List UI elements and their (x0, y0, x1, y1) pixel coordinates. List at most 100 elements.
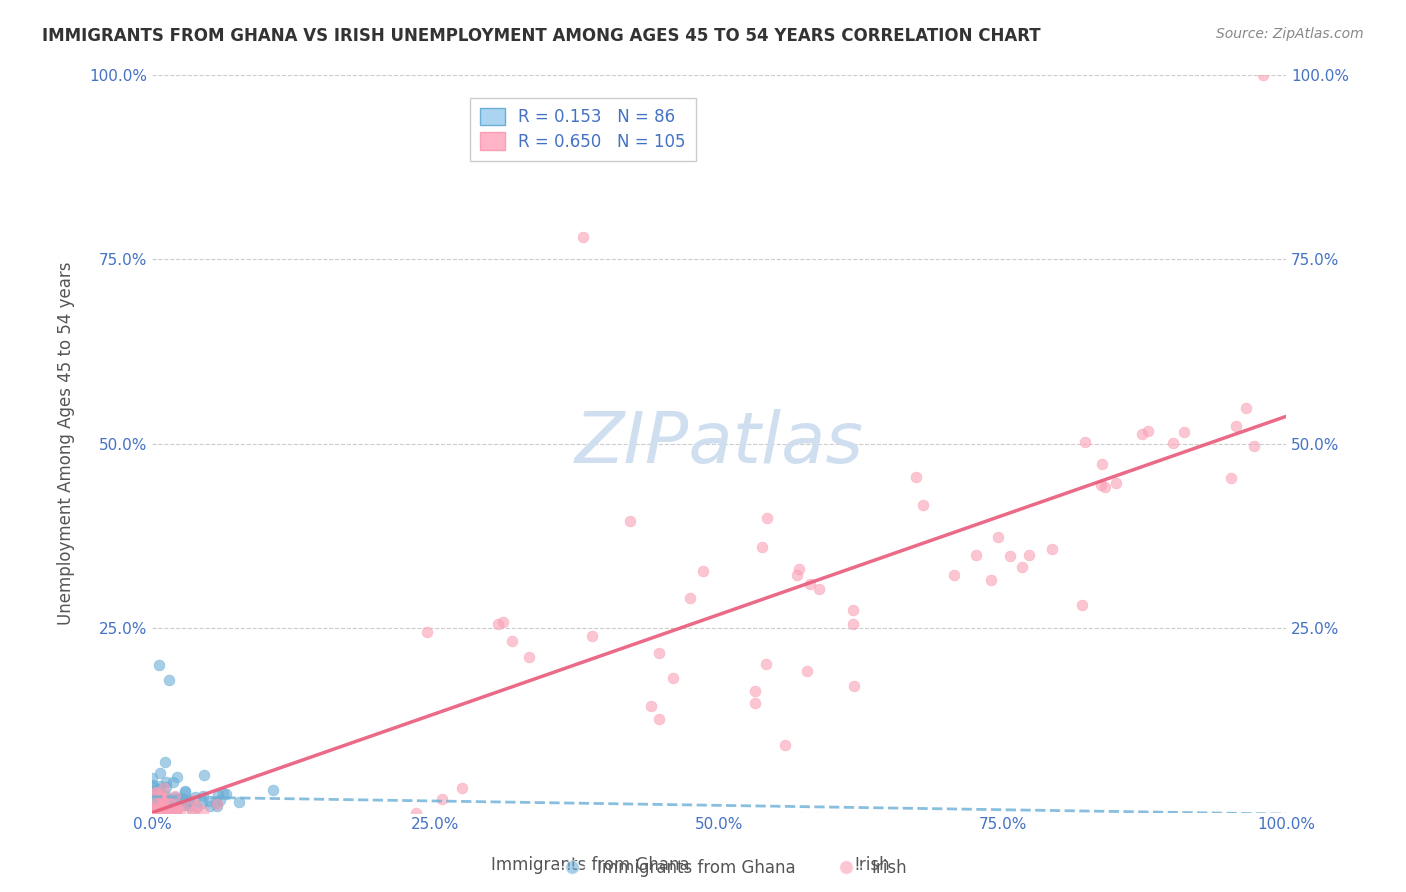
Point (146, 795, 169, 809)
Point (142, 789, 165, 803)
Point (1137, 424, 1160, 438)
Point (1105, 475, 1128, 490)
Point (165, 792, 187, 806)
Text: Immigrants from Ghana: Immigrants from Ghana (491, 856, 690, 874)
Point (451, 780, 474, 795)
Point (911, 499, 934, 513)
Point (170, 791, 193, 805)
Point (1243, 439, 1265, 453)
Point (141, 779, 163, 793)
Point (146, 782, 169, 797)
Point (155, 798, 177, 813)
Point (181, 804, 204, 818)
Point (844, 679, 866, 693)
Point (150, 803, 173, 817)
Point (1090, 478, 1112, 492)
Point (173, 784, 195, 798)
Point (142, 802, 165, 816)
Point (160, 805, 183, 819)
Point (165, 805, 187, 819)
Point (149, 805, 172, 820)
Point (142, 805, 165, 820)
Point (177, 793, 200, 807)
Point (150, 805, 173, 819)
Point (156, 799, 179, 814)
Point (1161, 435, 1184, 450)
Point (170, 792, 193, 806)
Point (155, 755, 177, 769)
Point (149, 797, 172, 812)
Point (141, 800, 163, 814)
Point (1234, 401, 1257, 416)
Point (159, 797, 181, 811)
Point (179, 799, 201, 814)
Point (142, 779, 165, 793)
Point (142, 800, 165, 814)
Point (965, 548, 987, 562)
Point (430, 791, 453, 805)
Point (150, 792, 173, 806)
Point (808, 582, 831, 597)
Point (145, 785, 167, 799)
Point (141, 803, 163, 817)
Point (166, 792, 188, 806)
Point (198, 794, 221, 808)
Point (1094, 480, 1116, 494)
Point (148, 789, 170, 804)
Point (159, 793, 181, 807)
Point (163, 789, 186, 803)
Point (156, 792, 179, 806)
Point (262, 783, 284, 797)
Point (980, 573, 1002, 587)
Point (145, 801, 167, 815)
Point (143, 803, 166, 817)
Text: ZIPatlas: ZIPatlas (575, 409, 863, 478)
Point (751, 540, 773, 554)
Point (648, 712, 671, 726)
Point (842, 603, 865, 617)
Point (172, 797, 194, 812)
Point (1225, 418, 1247, 433)
Point (744, 683, 766, 698)
Point (150, 805, 173, 819)
Legend: Immigrants from Ghana, Irish: Immigrants from Ghana, Irish (548, 853, 914, 884)
Point (174, 798, 197, 813)
Point (152, 800, 174, 814)
Point (191, 789, 214, 803)
Point (157, 673, 180, 687)
Point (1070, 598, 1092, 612)
Point (1173, 425, 1195, 439)
Point (648, 646, 671, 660)
Point (142, 784, 165, 798)
Point (142, 805, 165, 820)
Point (405, 805, 427, 820)
Point (145, 803, 167, 817)
Point (1000, 549, 1022, 563)
Point (149, 803, 172, 817)
Point (148, 657, 170, 672)
Point (692, 565, 714, 579)
Point (208, 793, 231, 807)
Point (174, 785, 197, 799)
Point (200, 798, 222, 813)
Point (152, 801, 174, 815)
Point (149, 798, 172, 813)
Point (186, 799, 208, 814)
Point (796, 664, 818, 678)
Point (142, 803, 165, 817)
Point (1219, 471, 1241, 485)
Point (662, 671, 685, 685)
Point (142, 805, 165, 820)
Point (148, 805, 170, 819)
Point (186, 799, 208, 814)
Point (1251, 68, 1274, 82)
Point (142, 805, 165, 820)
Point (775, 738, 797, 752)
Point (149, 800, 172, 814)
Point (152, 792, 174, 806)
Point (152, 805, 174, 819)
Point (152, 803, 174, 817)
Point (153, 800, 176, 814)
Point (572, 230, 595, 244)
Point (143, 803, 166, 817)
